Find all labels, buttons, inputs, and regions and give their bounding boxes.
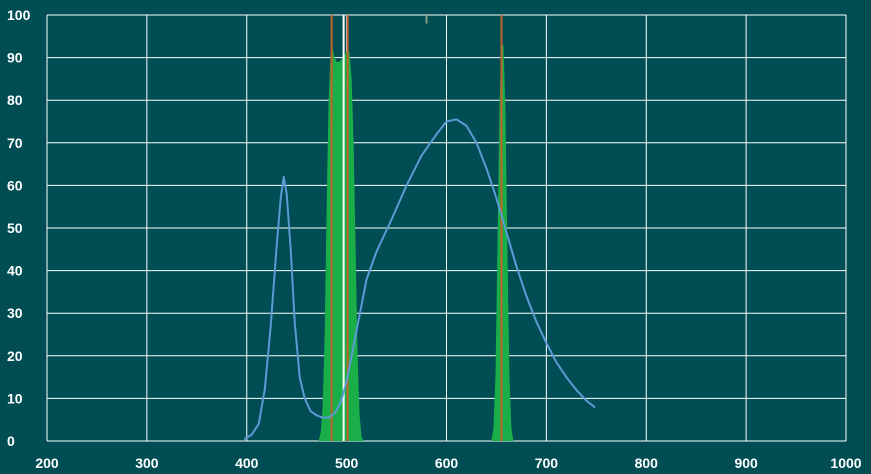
y-axis-tick-labels: 0 10 20 30 40 50 60 70 80 90 100	[7, 7, 31, 449]
x-tick-label: 700	[535, 455, 559, 471]
x-tick-label: 200	[35, 455, 59, 471]
filter-band-area-0	[318, 49, 364, 441]
y-tick-label: 80	[7, 92, 23, 108]
x-tick-label: 600	[435, 455, 459, 471]
x-tick-label: 500	[335, 455, 359, 471]
y-tick-label: 30	[7, 305, 23, 321]
y-tick-label: 20	[7, 348, 23, 364]
emission-spectrum-curve	[243, 118, 596, 440]
emission-curve-layer	[243, 118, 596, 440]
x-tick-label: 400	[235, 455, 259, 471]
y-tick-label: 90	[7, 50, 23, 66]
y-tick-label: 70	[7, 135, 23, 151]
x-tick-label: 300	[135, 455, 159, 471]
y-tick-label: 0	[7, 433, 15, 449]
wavelength-markers	[330, 15, 503, 441]
y-tick-label: 10	[7, 390, 23, 406]
y-tick-label: 40	[7, 263, 23, 279]
x-tick-label: 1000	[830, 455, 861, 471]
x-tick-label: 800	[635, 455, 659, 471]
y-tick-label: 50	[7, 220, 23, 236]
grid-lines	[46, 14, 847, 442]
x-tick-label: 900	[734, 455, 758, 471]
y-tick-label: 100	[7, 7, 31, 23]
x-axis-tick-labels: 200 300 400 500 600 700 800 900 1000	[35, 455, 861, 471]
y-tick-label: 60	[7, 177, 23, 193]
